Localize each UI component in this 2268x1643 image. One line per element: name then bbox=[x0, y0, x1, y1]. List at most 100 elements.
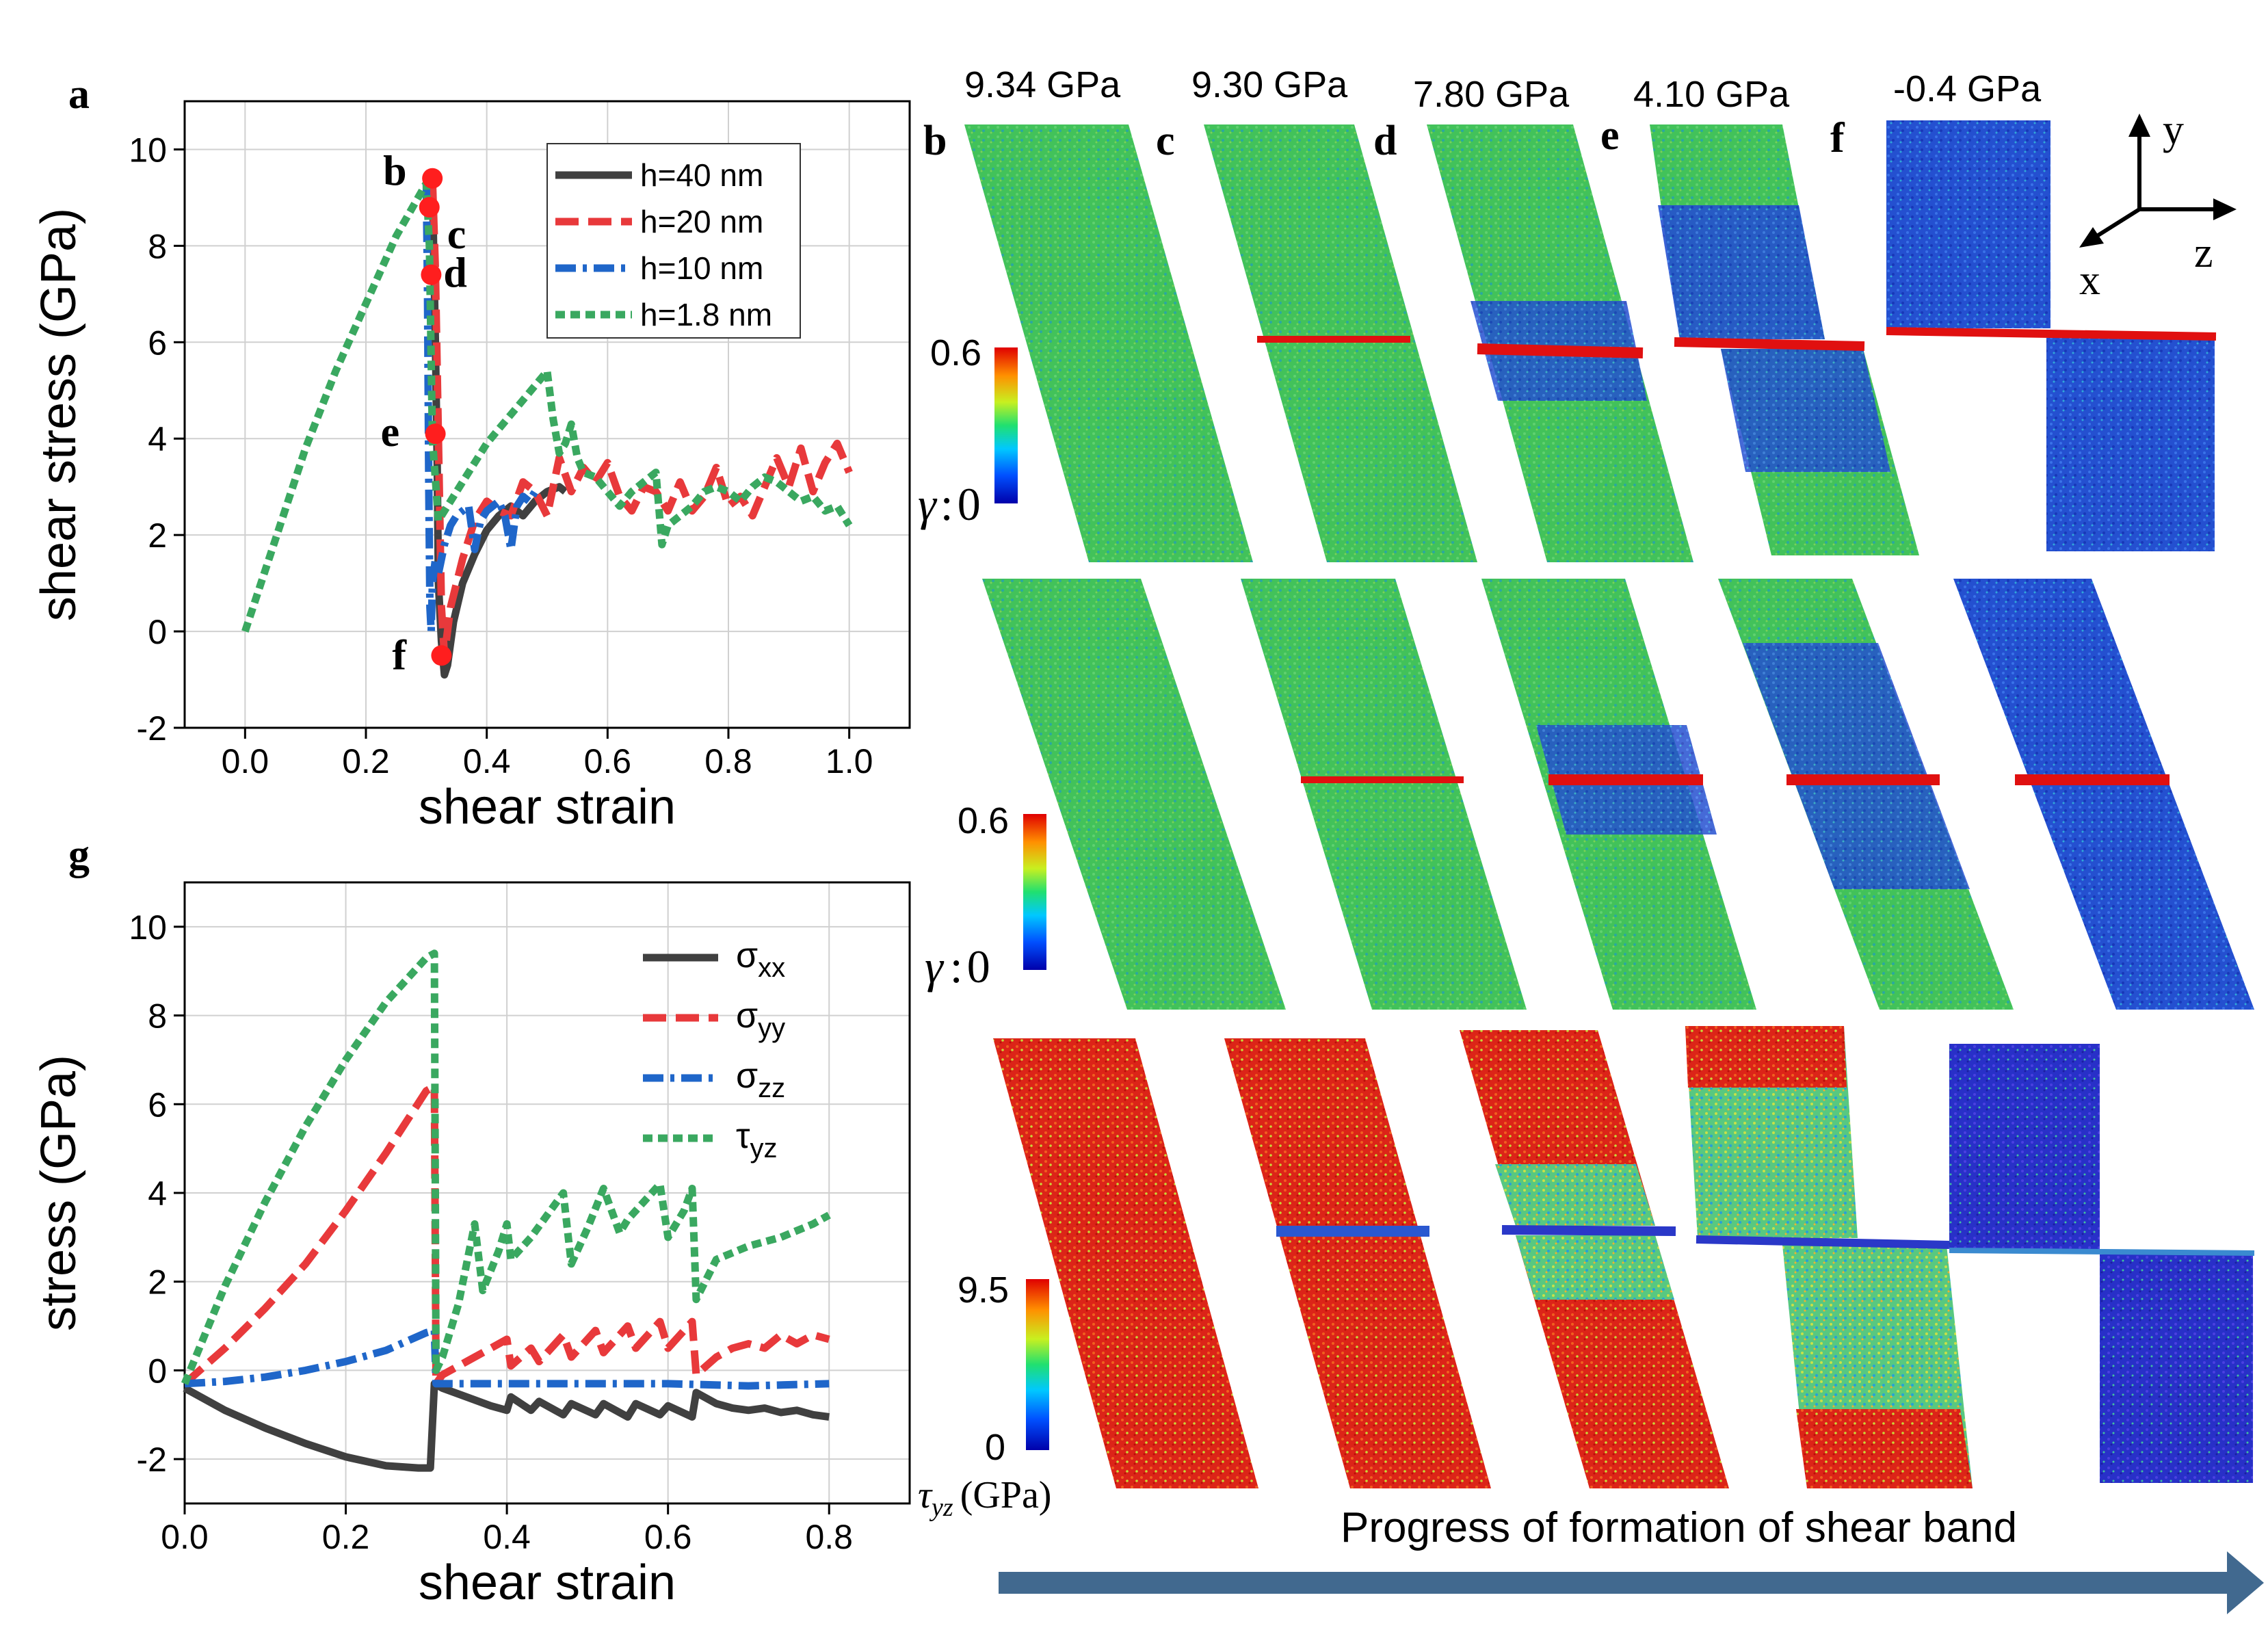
legend-label-1: h=20 nm bbox=[640, 204, 763, 239]
x-tick-label: 1.0 bbox=[826, 742, 873, 780]
y-tick-label: 4 bbox=[148, 1174, 167, 1213]
panel-label-b: b bbox=[923, 118, 947, 164]
snapshot-b-3 bbox=[993, 1038, 1258, 1488]
point-label-f: f bbox=[392, 632, 407, 679]
legend-label-2: h=10 nm bbox=[640, 250, 763, 286]
snapshot-row-stress bbox=[993, 1026, 2255, 1488]
panel-label-c: c bbox=[1156, 118, 1175, 164]
colorbar-2-symbol: γ:0 bbox=[925, 941, 990, 993]
point-marker-f bbox=[431, 645, 452, 666]
panel-label-e: e bbox=[1600, 112, 1620, 159]
x-tick-label: 0.4 bbox=[483, 1518, 531, 1556]
y-tick-label: 2 bbox=[148, 1263, 167, 1302]
x-tick-label: 0.2 bbox=[342, 742, 390, 780]
y-tick-label: -2 bbox=[137, 709, 167, 748]
point-label-b: b bbox=[383, 148, 406, 195]
snapshot-c-2 bbox=[1241, 579, 1527, 1010]
colorbar-1-symbol: γ:0 bbox=[918, 478, 981, 530]
snapshot-b-1 bbox=[964, 124, 1253, 562]
legend-g-label-3: τyz bbox=[736, 1116, 778, 1164]
y-tick-label: 8 bbox=[148, 227, 167, 265]
axis-y-label: y bbox=[2163, 107, 2184, 153]
colorbar-3-max: 9.5 bbox=[958, 1270, 1009, 1311]
stress-value-f: -0.4 GPa bbox=[1893, 68, 2042, 109]
series-line-2 bbox=[422, 183, 538, 635]
colorbar-3-label: τyz (GPa) bbox=[918, 1474, 1051, 1522]
y-axis-label: shear stress (GPa) bbox=[31, 208, 86, 621]
chart-a: 0.0 0.2 0.4 0.6 0.8 1.0 -2 0 2 4 6 8 10 shear strain s… bbox=[31, 100, 911, 834]
axes-triad bbox=[2079, 114, 2237, 248]
legend-label-3: h=1.8 nm bbox=[640, 297, 772, 332]
series-line-2 bbox=[184, 1326, 830, 1390]
x-tick-label: 0.6 bbox=[644, 1518, 692, 1556]
colorbar-1 bbox=[994, 347, 1018, 503]
x-tick-label: 0.2 bbox=[322, 1518, 370, 1556]
y-tick-label: 8 bbox=[148, 997, 167, 1036]
x-tick-label: 0.6 bbox=[584, 742, 632, 780]
point-label-c: c bbox=[447, 211, 466, 258]
stress-value-b: 9.34 GPa bbox=[964, 64, 1121, 105]
progress-caption: Progress of formation of shear band bbox=[1341, 1504, 2018, 1551]
series-line-3 bbox=[181, 949, 831, 1385]
point-marker-c bbox=[419, 197, 440, 218]
panel-label-a: a bbox=[68, 71, 90, 118]
panel-label-g: g bbox=[68, 832, 90, 878]
y-tick-label: -2 bbox=[137, 1441, 167, 1479]
x-tick-label: 0.0 bbox=[161, 1518, 209, 1556]
point-marker-d bbox=[421, 264, 442, 285]
stress-value-d: 7.80 GPa bbox=[1413, 74, 1570, 115]
series-line-0 bbox=[183, 1380, 830, 1472]
y-tick-label: 2 bbox=[148, 516, 167, 555]
colorbar-2-max: 0.6 bbox=[958, 800, 1009, 841]
panel-label-d: d bbox=[1373, 118, 1397, 164]
snapshot-f-2 bbox=[1953, 579, 2254, 1010]
axis-x-label: x bbox=[2079, 257, 2100, 304]
legend-g-label-1: σyy bbox=[736, 996, 785, 1043]
progress-arrow bbox=[999, 1551, 2264, 1614]
point-label-d: d bbox=[443, 250, 466, 297]
snapshot-f-1-top bbox=[1886, 120, 2051, 328]
x-tick-label: 0.8 bbox=[704, 742, 752, 780]
colorbar-3-min: 0 bbox=[985, 1427, 1005, 1468]
y-tick-label: 0 bbox=[148, 613, 167, 651]
x-tick-label: 0.0 bbox=[222, 742, 269, 780]
y-tick-label: 4 bbox=[148, 420, 167, 458]
snapshot-row-strain-1 bbox=[964, 120, 2217, 562]
x-tick-label: 0.4 bbox=[463, 742, 511, 780]
stress-value-c: 9.30 GPa bbox=[1191, 64, 1348, 105]
point-marker-b bbox=[422, 168, 443, 189]
series-line-1 bbox=[182, 1082, 830, 1388]
colorbar-3 bbox=[1026, 1279, 1049, 1450]
panel-label-f: f bbox=[1830, 115, 1845, 161]
y-tick-label: 0 bbox=[148, 1352, 167, 1390]
snapshot-c-1 bbox=[1204, 124, 1477, 562]
y-tick-label: 6 bbox=[148, 324, 167, 362]
legend-label-0: h=40 nm bbox=[640, 157, 763, 193]
axis-z-label: z bbox=[2194, 230, 2213, 276]
point-label-e: e bbox=[381, 409, 400, 456]
y-tick-label: 6 bbox=[148, 1086, 167, 1124]
chart-g: 0.0 0.2 0.4 0.6 0.8 -2 0 2 4 6 8 10 shear strain stre… bbox=[31, 881, 911, 1610]
legend-g-label-0: σxx bbox=[736, 936, 785, 983]
point-marker-e bbox=[425, 423, 446, 445]
x-axis-label: shear strain bbox=[419, 1555, 676, 1610]
legend-g-label-2: σzz bbox=[736, 1056, 785, 1103]
colorbar-2 bbox=[1023, 814, 1046, 970]
colorbar-1-max: 0.6 bbox=[930, 332, 981, 373]
snapshot-c-3 bbox=[1224, 1038, 1491, 1488]
x-axis-label: shear strain bbox=[419, 780, 676, 834]
snapshot-f-3-top bbox=[1949, 1044, 2100, 1249]
series-line-1 bbox=[428, 178, 853, 659]
y-tick-label: 10 bbox=[129, 908, 167, 947]
snapshot-f-3-bottom bbox=[2100, 1254, 2253, 1483]
snapshot-row-strain-2 bbox=[982, 579, 2254, 1010]
series-line-3 bbox=[241, 179, 853, 633]
stress-value-e: 4.10 GPa bbox=[1633, 74, 1790, 115]
snapshot-f-1-bottom bbox=[2046, 338, 2215, 551]
y-axis-label: stress (GPa) bbox=[31, 1055, 86, 1331]
y-tick-label: 10 bbox=[129, 131, 167, 169]
x-tick-label: 0.8 bbox=[805, 1518, 853, 1556]
snapshot-b-2 bbox=[982, 579, 1286, 1010]
plot-frame bbox=[183, 100, 911, 729]
